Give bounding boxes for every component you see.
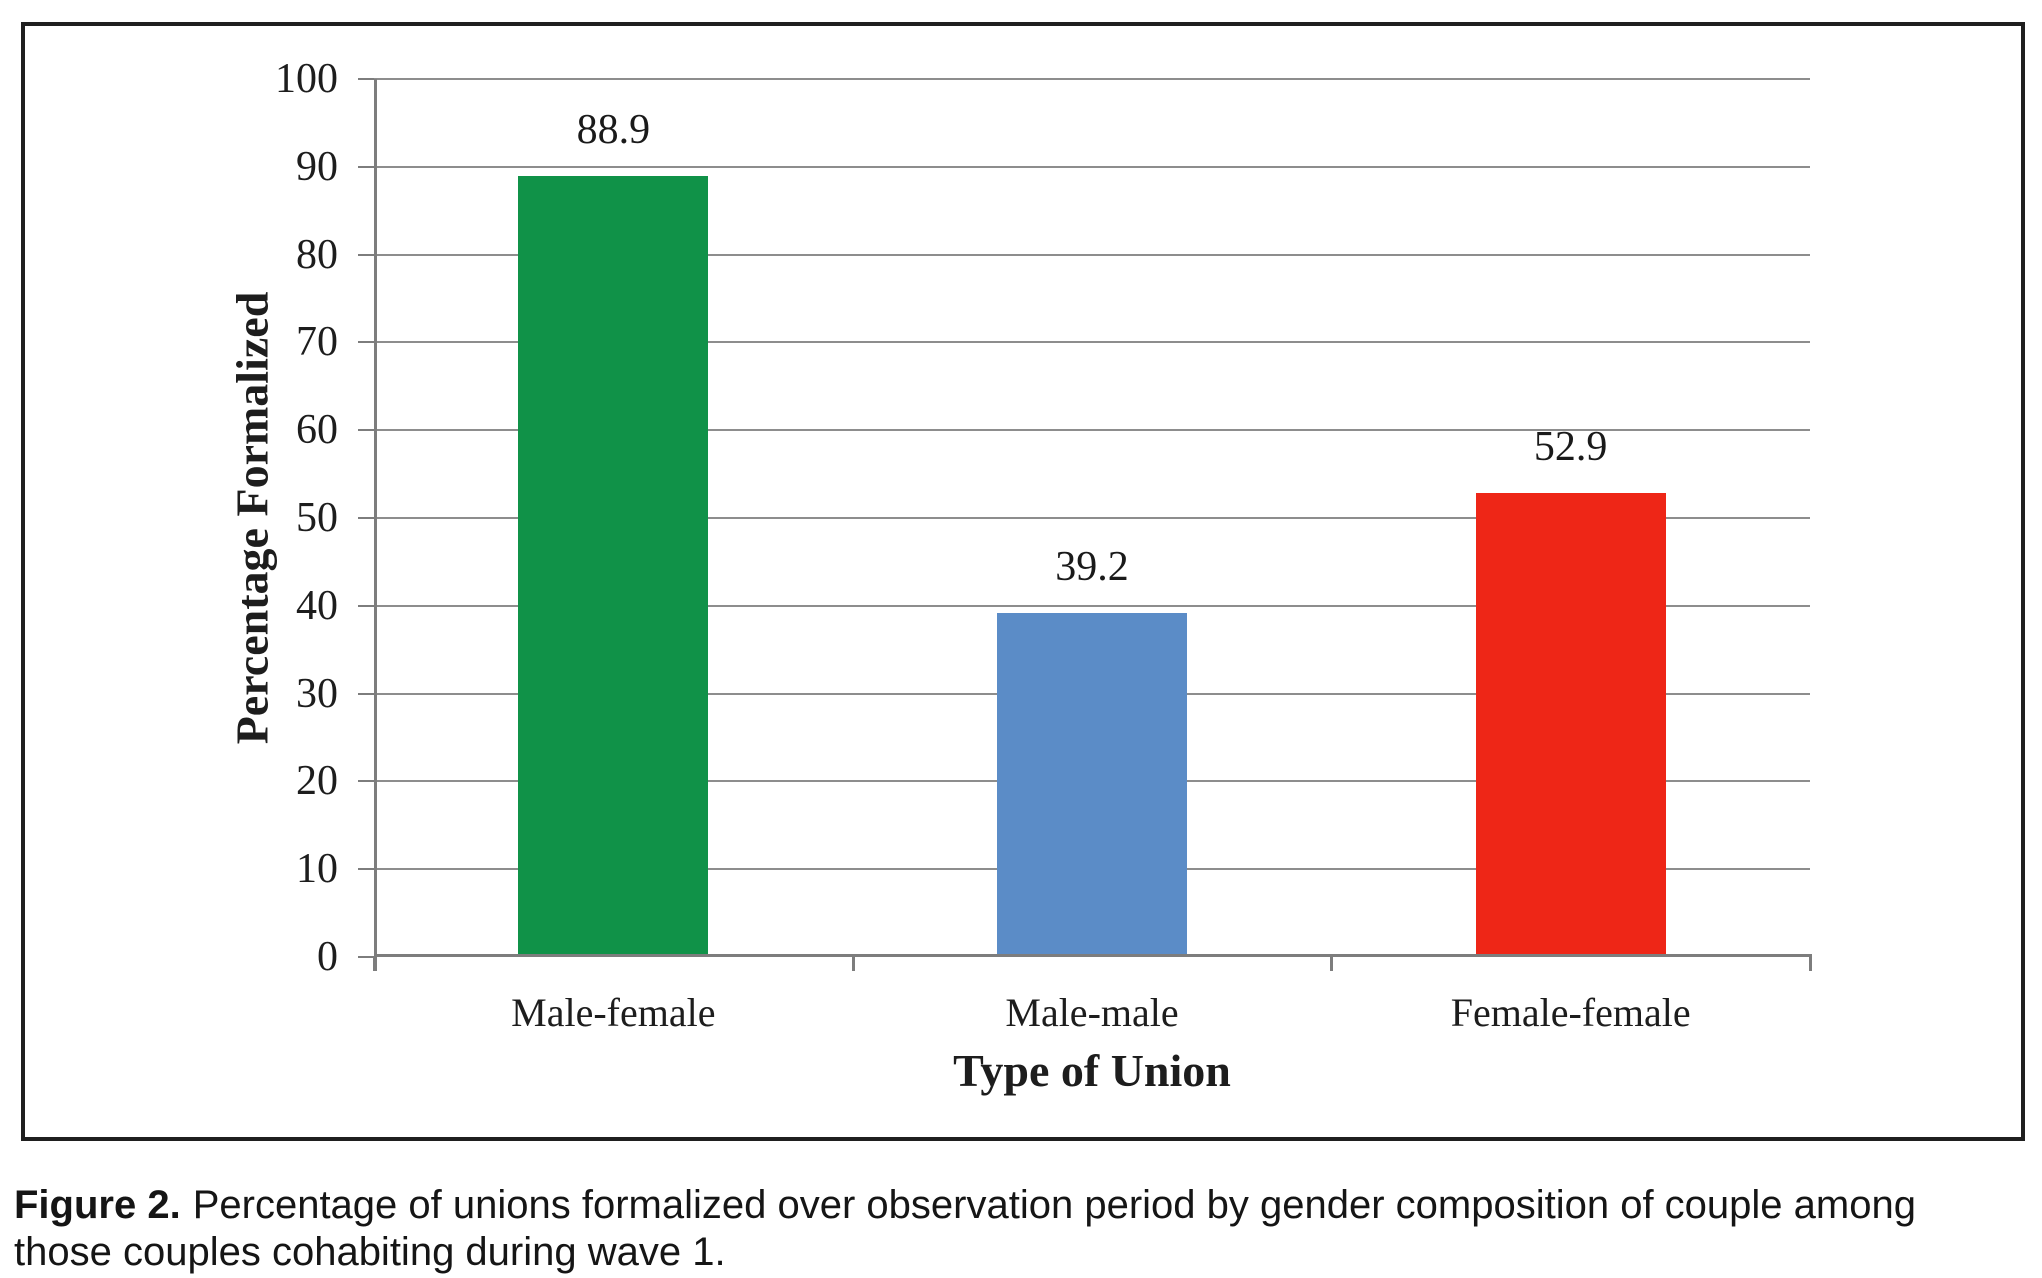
x-axis-title: Type of Union xyxy=(953,1045,1231,1096)
x-tick-2 xyxy=(1330,957,1334,971)
plot-area: 0 10 20 30 40 50 60 70 80 90 100 88.9 Male-female 39.… xyxy=(275,58,1812,1035)
y-tick-30 xyxy=(358,692,374,695)
y-tick-80 xyxy=(358,253,374,256)
gridline-y-100 xyxy=(374,78,1810,80)
figure-caption-text: Percentage of unions formalized over obs… xyxy=(14,1183,1916,1274)
y-tick-label-60: 60 xyxy=(296,407,338,454)
y-tick-70 xyxy=(358,341,374,344)
y-tick-100 xyxy=(358,78,374,80)
bar-value-label-male-female: 88.9 xyxy=(576,107,651,154)
y-tick-10 xyxy=(358,868,374,871)
x-tick-0 xyxy=(373,957,376,971)
x-tick-1 xyxy=(851,957,855,971)
bar-value-label-female-female: 52.9 xyxy=(1533,423,1608,470)
y-tick-90 xyxy=(358,165,374,168)
bar-value-label-male-male: 39.2 xyxy=(1055,543,1129,590)
bar-male-male xyxy=(997,612,1187,957)
y-tick-label-40: 40 xyxy=(296,582,338,629)
y-tick-label-100: 100 xyxy=(275,56,338,102)
gridline-y-40 xyxy=(374,604,1810,607)
y-tick-label-50: 50 xyxy=(296,495,338,541)
bar-male-female xyxy=(518,176,709,957)
x-category-label-male-female: Male-female xyxy=(511,990,716,1035)
x-tick-3 xyxy=(1809,957,1812,971)
y-tick-label-0: 0 xyxy=(317,934,338,980)
gridline-y-90 xyxy=(374,165,1810,168)
bar-female-female xyxy=(1475,492,1666,957)
gridline-y-80 xyxy=(374,253,1810,256)
figure-caption: Figure 2. Percentage of unions formalized… xyxy=(14,1182,2024,1276)
y-tick-label-70: 70 xyxy=(296,319,338,366)
y-tick-label-20: 20 xyxy=(296,758,338,805)
y-tick-label-90: 90 xyxy=(296,143,338,190)
x-category-label-male-male: Male-male xyxy=(1005,990,1179,1035)
gridline-y-50 xyxy=(374,517,1810,519)
y-axis-line xyxy=(374,79,377,971)
y-tick-50 xyxy=(358,517,374,519)
x-category-label-female-female: Female-female xyxy=(1450,990,1691,1035)
figure-caption-label: Figure 2. xyxy=(14,1183,181,1227)
y-tick-label-10: 10 xyxy=(296,846,338,893)
y-tick-label-30: 30 xyxy=(296,670,338,717)
gridline-y-60 xyxy=(374,429,1810,432)
y-tick-label-80: 80 xyxy=(296,231,338,278)
y-tick-60 xyxy=(358,429,374,432)
y-tick-0 xyxy=(358,956,374,958)
y-tick-20 xyxy=(358,780,374,783)
chart-frame: Percentage Formalized 0 10 20 30 40 50 60 70 80 9… xyxy=(21,22,2025,1141)
x-axis-line xyxy=(374,954,1812,957)
gridline-y-70 xyxy=(374,341,1810,344)
y-tick-40 xyxy=(358,604,374,607)
